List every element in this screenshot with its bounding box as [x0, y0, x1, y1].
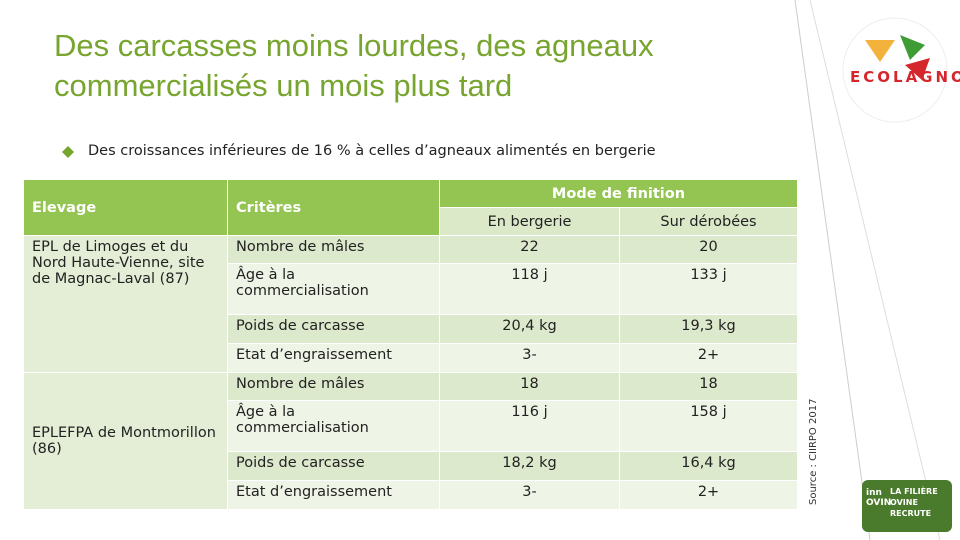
value-cell: 18	[440, 373, 620, 401]
value-cell: 3-	[440, 481, 620, 510]
source: Source : CIIRPO 2017	[808, 398, 819, 505]
value-cell: 133 j	[620, 264, 798, 315]
sub-header: En bergerie	[440, 208, 620, 236]
criteria-cell: Âge à la commercialisation	[228, 264, 440, 315]
criteria-cell: Poids de carcasse	[228, 315, 440, 344]
criteria-cell: Etat d’engraissement	[228, 344, 440, 373]
header-cell: Critères	[228, 180, 440, 236]
value-cell: 18	[620, 373, 798, 401]
criteria-cell: Etat d’engraissement	[228, 481, 440, 510]
criteria-cell: Âge à la commercialisation	[228, 401, 440, 452]
logo-text: ECOLAGNO	[850, 68, 960, 86]
bullet-text: Des croissances inférieures de 16 % à ce…	[88, 143, 656, 159]
value-cell: 2+	[620, 344, 798, 373]
logo-text: LA FILIÈRE OVINE RECRUTE	[890, 487, 938, 518]
value-cell: 118 j	[440, 264, 620, 315]
sub-header: Sur dérobées	[620, 208, 798, 236]
value-cell: 2+	[620, 481, 798, 510]
value-cell: 20,4 kg	[440, 315, 620, 344]
deco-line	[809, 0, 941, 540]
value-cell: 22	[440, 236, 620, 264]
value-cell: 158 j	[620, 401, 798, 452]
criteria-cell: Nombre de mâles	[228, 236, 440, 264]
logo-shape	[905, 58, 930, 80]
value-cell: 20	[620, 236, 798, 264]
elevage-cell: EPLEFPA de Montmorillon (86)	[24, 373, 228, 510]
logo-box	[862, 480, 952, 532]
deco-line	[794, 0, 871, 540]
criteria-cell: Poids de carcasse	[228, 452, 440, 481]
title: Des carcasses moins lourdes, des agneaux…	[54, 28, 654, 103]
logo-text: inn OVIN	[866, 488, 892, 508]
value-cell: 116 j	[440, 401, 620, 452]
logo-shape	[865, 40, 895, 62]
header-cell: Elevage	[24, 180, 228, 236]
value-cell: 3-	[440, 344, 620, 373]
value-cell: 16,4 kg	[620, 452, 798, 481]
elevage-cell: EPL de Limoges et du Nord Haute-Vienne, …	[24, 236, 228, 373]
logo-shape	[900, 35, 925, 60]
value-cell: 18,2 kg	[440, 452, 620, 481]
bullet-mark	[62, 146, 74, 158]
criteria-cell: Nombre de mâles	[228, 373, 440, 401]
group-header: Mode de finition	[440, 180, 798, 208]
value-cell: 19,3 kg	[620, 315, 798, 344]
